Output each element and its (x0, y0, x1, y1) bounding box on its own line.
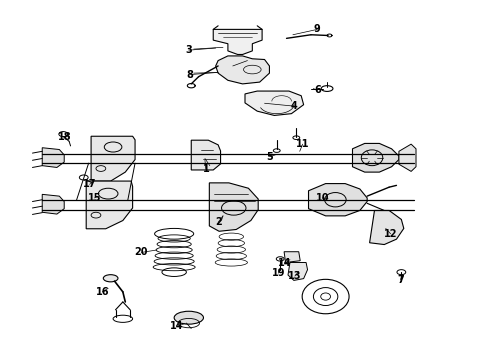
Polygon shape (91, 136, 135, 181)
Text: 19: 19 (271, 268, 285, 278)
Polygon shape (86, 181, 133, 229)
Text: 13: 13 (288, 271, 301, 281)
Polygon shape (42, 148, 64, 167)
Text: 15: 15 (88, 193, 101, 203)
Text: 11: 11 (296, 139, 309, 149)
Text: 12: 12 (384, 229, 397, 239)
Polygon shape (42, 194, 64, 214)
Text: 6: 6 (314, 85, 320, 95)
Text: 10: 10 (316, 193, 329, 203)
Polygon shape (209, 183, 258, 231)
Polygon shape (399, 144, 416, 171)
Polygon shape (191, 140, 220, 170)
Text: 3: 3 (185, 45, 192, 55)
Polygon shape (352, 143, 399, 172)
Text: 16: 16 (96, 287, 109, 297)
Polygon shape (288, 262, 308, 280)
Text: 7: 7 (397, 275, 404, 285)
Ellipse shape (174, 311, 203, 324)
Ellipse shape (103, 275, 118, 282)
Text: 17: 17 (83, 179, 97, 189)
Text: 1: 1 (202, 164, 209, 174)
Text: 20: 20 (135, 247, 148, 257)
Text: 9: 9 (314, 24, 320, 35)
Polygon shape (369, 211, 404, 244)
Text: 5: 5 (266, 152, 273, 162)
Polygon shape (213, 30, 262, 54)
Text: 2: 2 (215, 217, 221, 227)
Text: 14: 14 (170, 321, 183, 331)
Text: 14: 14 (278, 258, 292, 268)
Polygon shape (284, 252, 300, 262)
Polygon shape (216, 56, 270, 84)
Text: 4: 4 (291, 101, 297, 111)
Text: 18: 18 (58, 132, 72, 142)
Polygon shape (245, 91, 304, 116)
Polygon shape (309, 184, 367, 216)
Text: 8: 8 (187, 69, 194, 80)
